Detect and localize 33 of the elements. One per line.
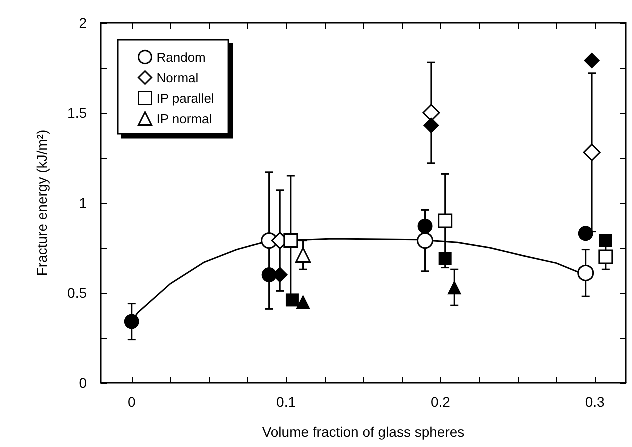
- point: [583, 144, 601, 162]
- legend-label: Random: [156, 50, 206, 65]
- point: [423, 118, 440, 134]
- point: [584, 52, 600, 69]
- point: [448, 280, 462, 295]
- y-axis-title: Fracture energy (kJ/m²): [34, 130, 50, 276]
- y-tick-label: 0: [79, 375, 88, 391]
- legend-label: IP parallel: [156, 90, 214, 106]
- y-tick-label: 1: [79, 195, 88, 211]
- x-tick-label: 0.3: [585, 394, 606, 410]
- point: [284, 234, 298, 248]
- point: [438, 252, 452, 266]
- point: [124, 314, 140, 330]
- y-tick-label: 2: [79, 15, 88, 31]
- point: [296, 295, 310, 309]
- point: [286, 294, 299, 307]
- point: [599, 234, 612, 248]
- y-tick-label: 0.5: [68, 285, 88, 301]
- legend-label: IP normal: [156, 111, 212, 126]
- point: [578, 264, 594, 282]
- point: [422, 104, 440, 122]
- x-axis-title: Volume fraction of glass spheres: [262, 424, 465, 440]
- point: [598, 250, 614, 264]
- y-tick-label: 1.5: [68, 105, 88, 121]
- legend-label: Normal: [156, 70, 199, 86]
- point: [418, 218, 433, 234]
- x-tick-label: 0.2: [430, 394, 451, 410]
- point: [417, 232, 434, 250]
- x-tick-label: 0: [128, 394, 136, 410]
- point: [438, 214, 453, 228]
- point: [296, 247, 312, 263]
- x-tick-label: 0.1: [276, 394, 296, 410]
- point: [578, 226, 594, 242]
